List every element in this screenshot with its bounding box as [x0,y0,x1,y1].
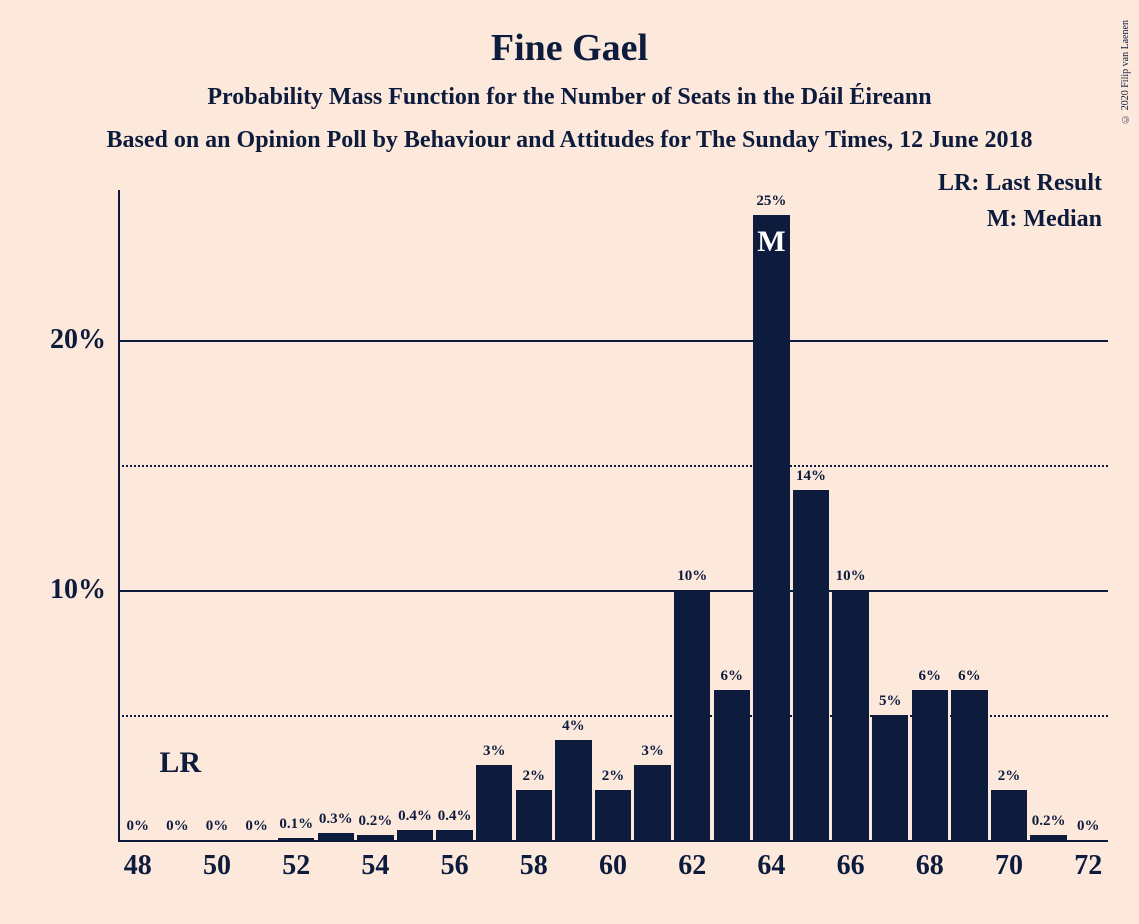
x-tick-label: 50 [203,840,231,882]
legend-lr: LR: Last Result [938,170,1102,197]
y-tick-label: 20% [50,324,118,356]
bar-value-label: 0.1% [279,816,313,833]
bar [714,690,750,840]
bar [555,740,591,840]
bar [476,765,512,840]
bar [516,790,552,840]
bar [318,833,354,841]
bar-value-label: 3% [483,743,506,760]
x-tick-label: 68 [916,840,944,882]
x-tick-label: 54 [361,840,389,882]
annotation-lr: LR [159,746,201,780]
bar-value-label: 0.4% [438,808,472,825]
bar-value-label: 2% [602,768,625,785]
bar-value-label: 4% [562,718,585,735]
x-tick-label: 60 [599,840,627,882]
bar-value-label: 0.2% [359,813,393,830]
bar-value-label: 6% [721,668,744,685]
gridline-minor [118,465,1108,467]
x-tick-label: 48 [124,840,152,882]
chart-title: Fine Gael [0,0,1139,70]
bar [397,830,433,840]
bar-value-label: 2% [998,768,1021,785]
bar [278,838,314,841]
x-tick-label: 62 [678,840,706,882]
bar-value-label: 25% [756,193,786,210]
bar-value-label: 6% [919,668,942,685]
bar-value-label: 0% [245,818,268,835]
bar-value-label: 0.4% [398,808,432,825]
x-tick-label: 64 [757,840,785,882]
copyright-text: © 2020 Filip van Laenen [1120,20,1131,124]
x-tick-label: 72 [1074,840,1102,882]
bar [436,830,472,840]
bar-value-label: 0% [206,818,229,835]
bar [793,490,829,840]
annotation-median: M [757,225,785,259]
bar [912,690,948,840]
bar [872,715,908,840]
bar-value-label: 6% [958,668,981,685]
legend-m: M: Median [987,206,1102,233]
bar-value-label: 3% [641,743,664,760]
x-tick-label: 52 [282,840,310,882]
bar [832,590,868,840]
bar-value-label: 0% [1077,818,1100,835]
bar-value-label: 0.3% [319,811,353,828]
y-axis [118,190,120,840]
gridline-major [118,590,1108,592]
x-tick-label: 70 [995,840,1023,882]
bar-value-label: 0% [127,818,150,835]
bar-value-label: 2% [523,768,546,785]
bar [357,835,393,840]
x-tick-label: 56 [441,840,469,882]
bar-value-label: 10% [836,568,866,585]
bar-value-label: 0% [166,818,189,835]
x-tick-label: 58 [520,840,548,882]
bar [595,790,631,840]
bar-value-label: 14% [796,468,826,485]
bar [674,590,710,840]
chart-subtitle-1: Probability Mass Function for the Number… [0,70,1139,111]
bar-value-label: 5% [879,693,902,710]
bar [634,765,670,840]
bar [991,790,1027,840]
x-tick-label: 66 [837,840,865,882]
chart-plot-area: 10%20%485052545658606264666870720%0%0%0%… [118,190,1108,840]
bar [1030,835,1066,840]
gridline-major [118,340,1108,342]
chart-subtitle-2: Based on an Opinion Poll by Behaviour an… [0,111,1139,154]
bar-value-label: 0.2% [1032,813,1066,830]
bar [951,690,987,840]
bar [753,215,789,840]
y-tick-label: 10% [50,574,118,606]
bar-value-label: 10% [677,568,707,585]
